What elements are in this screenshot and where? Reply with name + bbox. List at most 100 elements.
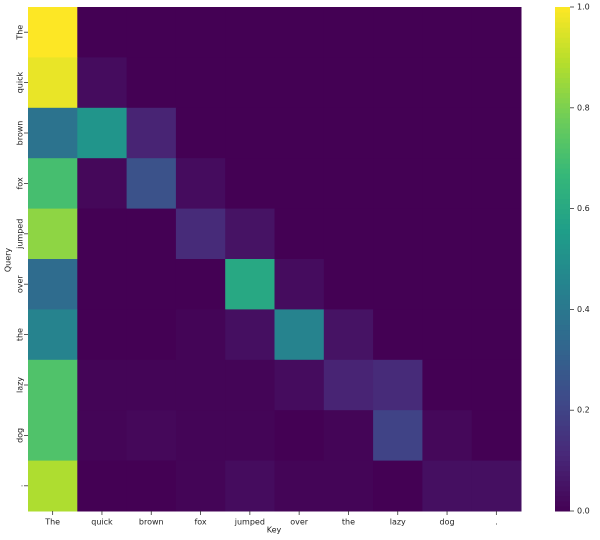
colorbar-segment — [555, 173, 570, 179]
colorbar-segment — [555, 475, 570, 482]
heatmap-cell — [77, 107, 128, 159]
colorbar-segment — [555, 410, 570, 416]
heatmap-cell — [323, 309, 374, 361]
colorbar-segment — [555, 7, 570, 13]
colorbar-segment — [555, 505, 570, 512]
colorbar-segment — [555, 238, 570, 245]
colorbar-segment — [555, 500, 570, 507]
heatmap-cell — [471, 57, 522, 109]
heatmap-cell — [77, 57, 128, 109]
colorbar-segment — [555, 233, 570, 240]
y-tick-label: . — [16, 485, 25, 488]
heatmap-cell — [77, 7, 128, 58]
heatmap-cell — [175, 460, 226, 512]
heatmap-cell — [225, 57, 275, 109]
colorbar-tick-label: 0.0 — [577, 507, 590, 516]
y-tick-label: quick — [16, 72, 25, 94]
colorbar-segment — [555, 178, 570, 184]
colorbar-segment — [555, 62, 570, 68]
heatmap-cell — [77, 158, 128, 210]
heatmap-cell — [225, 7, 275, 58]
colorbar-segment — [555, 163, 570, 169]
heatmap-cell — [175, 208, 226, 260]
colorbar-segment — [555, 490, 570, 497]
heatmap-cell — [274, 460, 325, 512]
x-tick-label: the — [342, 518, 355, 527]
heatmap-cell — [274, 107, 325, 159]
heatmap-cell — [471, 410, 522, 462]
heatmap-cell — [28, 57, 78, 109]
heatmap-cell — [225, 107, 275, 159]
colorbar-segment — [555, 334, 570, 341]
colorbar-segment — [555, 253, 570, 260]
colorbar-segment — [555, 57, 570, 63]
heatmap-cell — [175, 359, 226, 411]
heatmap-cell — [373, 460, 423, 512]
heatmap-cell — [274, 410, 325, 462]
colorbar-segment — [555, 344, 570, 351]
x-tick-label: jumped — [234, 518, 265, 527]
colorbar-segment — [555, 319, 570, 326]
x-tick-label: over — [290, 518, 309, 527]
colorbar-segment — [555, 22, 570, 28]
colorbar-segment — [555, 117, 570, 124]
x-tick-label: lazy — [390, 518, 406, 527]
colorbar-segment — [555, 465, 570, 472]
colorbar-segment — [555, 405, 570, 411]
heatmap-cell — [175, 309, 226, 361]
heatmap-cell — [175, 410, 226, 462]
heatmap-cell — [126, 309, 177, 361]
colorbar-segment — [555, 248, 570, 255]
heatmap-cell — [323, 57, 374, 109]
heatmap-cell — [373, 359, 423, 411]
heatmap-cell — [471, 158, 522, 210]
heatmap-cell — [28, 259, 78, 310]
colorbar-segment — [555, 379, 570, 386]
colorbar-segment — [555, 12, 570, 18]
heatmap-cell — [422, 158, 473, 210]
heatmap-cell — [126, 7, 177, 58]
colorbar-segment — [555, 102, 570, 109]
y-tick-label: jumped — [16, 219, 25, 250]
colorbar-segment — [555, 228, 570, 235]
colorbar-segment — [555, 455, 570, 462]
heatmap-cell — [323, 7, 374, 58]
colorbar-segment — [555, 218, 570, 225]
colorbar-segment — [555, 153, 570, 159]
colorbar-segment — [555, 188, 570, 194]
colorbar-segment — [555, 470, 570, 477]
colorbar-segment — [555, 52, 570, 58]
heatmap-cell — [471, 107, 522, 159]
y-tick-label: over — [16, 275, 25, 294]
colorbar-segment — [555, 269, 570, 275]
colorbar-segment — [555, 158, 570, 164]
colorbar-segment — [555, 127, 570, 134]
colorbar-segment — [555, 67, 570, 74]
colorbar-segment — [555, 395, 570, 401]
heatmap-cell — [126, 460, 177, 512]
heatmap-cell — [323, 107, 374, 159]
colorbar-segment — [555, 324, 570, 331]
colorbar-segment — [555, 460, 570, 467]
colorbar-segment — [555, 390, 570, 396]
x-axis-label: Key — [267, 526, 282, 535]
heatmap-cell — [225, 460, 275, 512]
heatmap-cell — [126, 359, 177, 411]
colorbar-segment — [555, 243, 570, 250]
colorbar-segment — [555, 259, 570, 265]
heatmap-cell — [471, 208, 522, 260]
colorbar-segment — [555, 112, 570, 119]
colorbar-segment — [555, 198, 570, 205]
heatmap-cell — [323, 460, 374, 512]
colorbar-segment — [555, 435, 570, 441]
heatmap-cell — [28, 410, 78, 462]
heatmap-cell — [77, 460, 128, 512]
colorbar-segment — [555, 193, 570, 200]
heatmap-cell — [471, 7, 522, 58]
heatmap-cell — [274, 158, 325, 210]
colorbar-segment — [555, 279, 570, 285]
colorbar-segment — [555, 143, 570, 149]
heatmap-cell — [126, 158, 177, 210]
colorbar-segment — [555, 369, 570, 376]
